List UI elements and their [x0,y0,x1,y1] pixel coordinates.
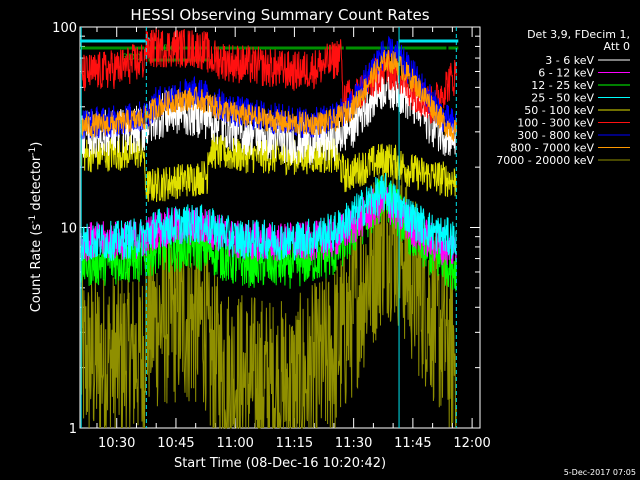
series-line-800_7000keV [80,49,457,142]
legend-label: 25 - 50 keV [531,92,594,105]
legend-label: 6 - 12 keV [538,67,594,80]
flag-label: RD0 [122,53,141,63]
x-tick-label: 11:15 [276,436,313,451]
x-axis-label: Start Time (08-Dec-16 10:20:42) [174,456,386,471]
legend-title-line-2: Att 0 [604,40,630,53]
legend-title-line-1: Det 3,9, FDecim 1, [527,28,630,41]
y-tick-label: 100 [52,21,77,36]
x-tick-label: 11:00 [216,436,253,451]
legend-label: 800 - 7000 keV [510,142,594,155]
legend-label: 300 - 800 keV [517,129,594,142]
chart-title: HESSI Observing Summary Count Rates [130,6,429,24]
x-tick-label: 10:30 [98,436,135,451]
y-tick-label: 10 [60,222,77,237]
y-axis-label-text: Count Rate (s-1 detector-1) [28,142,44,313]
x-tick-label: 10:45 [157,436,194,451]
x-tick-label: 11:45 [394,436,431,451]
legend-label: 12 - 25 keV [531,79,594,92]
series-line-25_50keV [80,172,457,262]
legend-label: 3 - 6 keV [545,54,594,67]
legend-label: 50 - 100 keV [524,104,594,117]
x-tick-label: 12:00 [453,436,490,451]
x-tick-label: 11:30 [335,436,372,451]
series-line-50_100keV [80,134,457,203]
plot-area: 10:30 10:45 11:00 11:15 11:30 11:45 12:00 1 10 10… [52,21,491,451]
series-group [80,28,457,430]
y-axis-label: Count Rate (s-1 detector-1) [28,142,44,313]
legend-label: 7000 - 20000 keV [496,154,594,167]
timestamp: 5-Dec-2017 07:05 [564,468,636,477]
series-line-3_6keV [80,62,457,166]
y-tick-label: 1 [69,422,77,437]
legend-label: 100 - 300 keV [517,117,594,130]
